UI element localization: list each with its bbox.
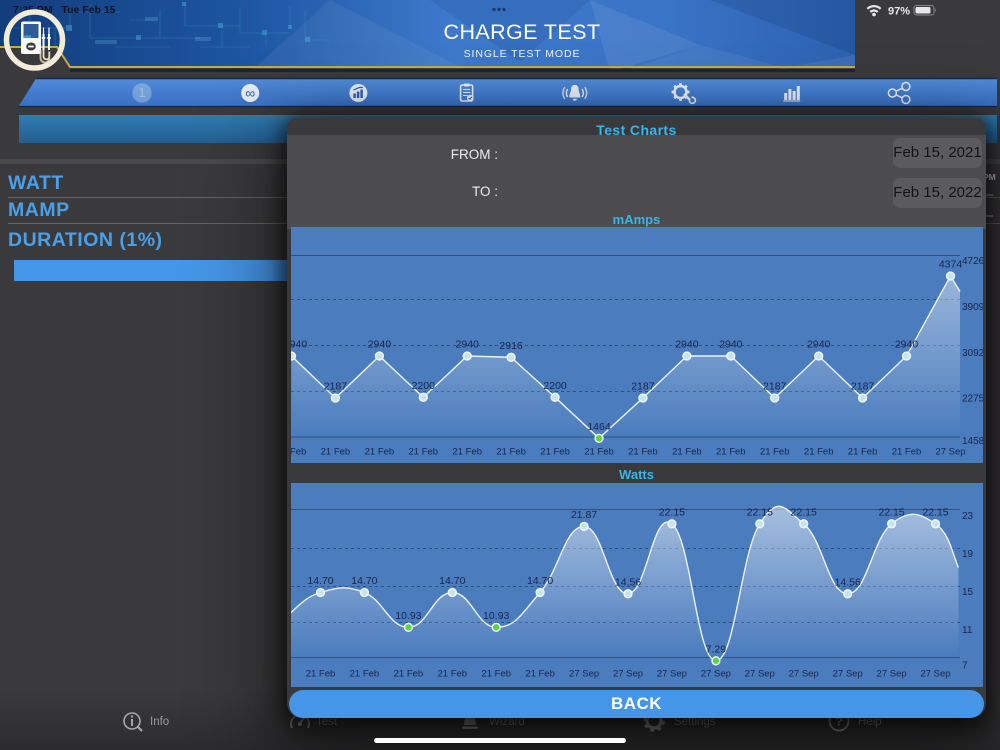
svg-text:Help: Help [858,716,882,728]
svg-text:27 Sep: 27 Sep [569,668,599,679]
svg-text:∞: ∞ [245,85,255,101]
svg-text:22.15: 22.15 [878,506,904,518]
svg-text:22.15: 22.15 [658,506,684,518]
svg-text:21 Feb: 21 Feb [891,446,921,457]
svg-text:4374: 4374 [938,258,962,270]
svg-text:27 Sep: 27 Sep [744,668,774,679]
svg-text:27 Sep: 27 Sep [788,668,818,679]
svg-text:27 Sep: 27 Sep [876,668,906,679]
svg-text:14.70: 14.70 [351,575,377,587]
svg-text:2187: 2187 [763,380,787,392]
svg-text:14.70: 14.70 [307,575,333,587]
svg-text:21 Feb: 21 Feb [291,446,306,457]
svg-text:21 Feb: 21 Feb [320,446,350,457]
svg-text:7.29: 7.29 [705,643,726,655]
svg-text:2940: 2940 [894,338,918,350]
svg-text:11: 11 [962,625,973,636]
svg-text:4726: 4726 [962,256,983,267]
svg-text:21 Feb: 21 Feb [364,446,394,457]
svg-text:2275: 2275 [962,393,983,404]
svg-text:21.87: 21.87 [570,508,596,520]
svg-text:21 Feb: 21 Feb [584,446,614,457]
svg-text:21 Feb: 21 Feb [437,668,467,679]
svg-text:21 Feb: 21 Feb [759,446,789,457]
svg-text:27 Sep: 27 Sep [832,668,862,679]
svg-text:10.93: 10.93 [395,609,421,621]
svg-text:2200: 2200 [543,379,567,391]
svg-text:2940: 2940 [291,338,307,350]
svg-text:22.15: 22.15 [922,506,948,518]
svg-text:14.70: 14.70 [439,575,465,587]
svg-text:27 Sep: 27 Sep [700,668,730,679]
svg-text:?: ? [835,715,842,729]
svg-text:1464: 1464 [587,420,611,432]
svg-text:14.70: 14.70 [526,575,552,587]
svg-text:2940: 2940 [807,338,831,350]
svg-text:14.56: 14.56 [614,576,640,588]
svg-text:21 Feb: 21 Feb [525,668,555,679]
svg-text:14.56: 14.56 [834,576,860,588]
svg-text:15: 15 [962,587,974,598]
svg-text:3092: 3092 [962,348,983,359]
svg-text:21 Feb: 21 Feb [349,668,379,679]
svg-text:21 Feb: 21 Feb [452,446,482,457]
svg-text:Settings: Settings [674,716,716,728]
svg-text:21 Feb: 21 Feb [305,668,335,679]
svg-text:21 Feb: 21 Feb [496,446,526,457]
svg-text:27 Sep: 27 Sep [656,668,686,679]
svg-text:21 Feb: 21 Feb [628,446,658,457]
svg-text:3909: 3909 [962,302,983,313]
svg-text:2940: 2940 [455,338,479,350]
svg-text:2940: 2940 [675,338,699,350]
svg-text:2187: 2187 [631,380,655,392]
svg-text:21 Feb: 21 Feb [847,446,877,457]
svg-text:97%: 97% [888,6,910,18]
svg-text:2187: 2187 [850,380,874,392]
svg-text:27 Sep: 27 Sep [612,668,642,679]
svg-text:22.15: 22.15 [790,506,816,518]
svg-text:2200: 2200 [411,379,435,391]
svg-text:21 Feb: 21 Feb [393,668,423,679]
svg-text:27 Sep: 27 Sep [920,668,950,679]
svg-text:2187: 2187 [323,380,347,392]
svg-text:1458: 1458 [962,436,983,447]
svg-text:Test: Test [316,716,338,728]
svg-text:23: 23 [962,511,974,522]
svg-text:2916: 2916 [499,339,523,351]
svg-text:2940: 2940 [367,338,391,350]
svg-text:7: 7 [962,660,968,671]
svg-text:22.15: 22.15 [746,506,772,518]
svg-text:1: 1 [139,86,146,100]
svg-text:21 Feb: 21 Feb [716,446,746,457]
svg-text:19: 19 [962,549,974,560]
svg-text:27 Sep: 27 Sep [935,446,965,457]
svg-text:2940: 2940 [719,338,743,350]
svg-text:21 Feb: 21 Feb [540,446,570,457]
svg-text:21 Feb: 21 Feb [672,446,702,457]
svg-text:21 Feb: 21 Feb [481,668,511,679]
svg-text:21 Feb: 21 Feb [803,446,833,457]
svg-text:10.93: 10.93 [483,609,509,621]
svg-text:Info: Info [150,716,169,728]
svg-text:Wizard: Wizard [489,716,525,728]
svg-text:21 Feb: 21 Feb [408,446,438,457]
